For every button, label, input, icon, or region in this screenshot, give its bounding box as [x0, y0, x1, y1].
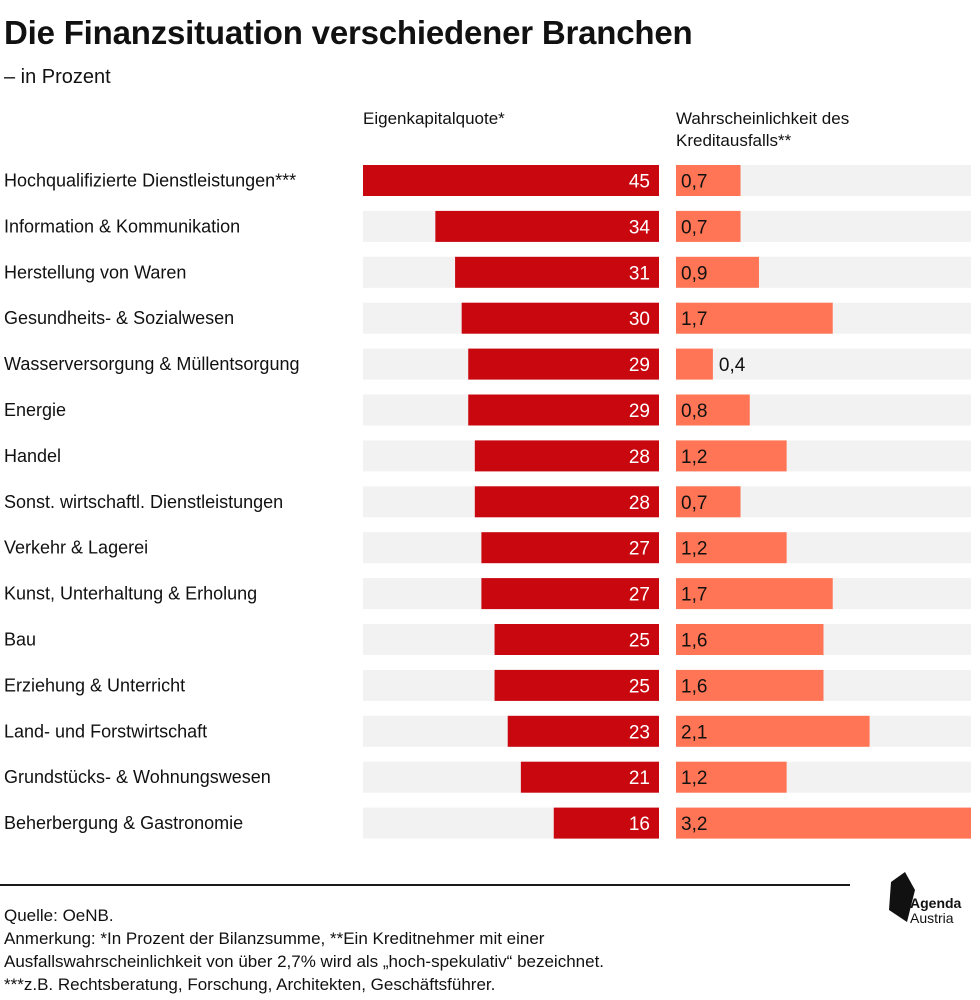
default-value-label: 1,6 — [681, 676, 707, 697]
default-bar — [676, 532, 787, 564]
default-bar — [676, 578, 833, 610]
logo-text-agenda: Agenda — [910, 895, 962, 911]
default-bar — [676, 715, 870, 747]
equity-value-label: 25 — [629, 676, 650, 697]
default-bar — [676, 210, 741, 242]
column-header-default-probability: Wahrscheinlichkeit des Kreditausfalls** — [676, 109, 850, 150]
default-value-label: 0,4 — [719, 355, 746, 376]
equity-bar — [481, 532, 659, 564]
equity-value-label: 29 — [629, 355, 650, 376]
category-label: Gesundheits- & Sozialwesen — [4, 308, 234, 328]
category-label: Grundstücks- & Wohnungswesen — [4, 767, 271, 787]
equity-bar — [481, 578, 659, 610]
annotation-line-1: Anmerkung: *In Prozent der Bilanzsumme, … — [4, 929, 545, 948]
annotation-line-2: Ausfallswahrscheinlichkeit von über 2,7%… — [4, 952, 605, 971]
equity-value-label: 34 — [629, 217, 651, 238]
default-value-label: 0,7 — [681, 172, 707, 193]
default-value-label: 0,7 — [681, 217, 707, 238]
default-value-label: 0,7 — [681, 493, 707, 514]
equity-bar — [494, 669, 659, 701]
default-value-label: 1,2 — [681, 539, 707, 560]
category-label: Energie — [4, 400, 66, 420]
category-label: Land- und Forstwirtschaft — [4, 721, 207, 741]
default-bar — [676, 302, 833, 334]
footer-notes: Quelle: OeNB. Anmerkung: *In Prozent der… — [4, 904, 864, 996]
category-label: Handel — [4, 446, 61, 466]
default-value-label: 0,8 — [681, 401, 707, 422]
equity-value-label: 25 — [629, 631, 650, 652]
default-bar — [676, 348, 713, 380]
equity-value-label: 16 — [629, 814, 650, 835]
category-label: Kunst, Unterhaltung & Erholung — [4, 584, 257, 604]
default-bar — [676, 761, 787, 793]
column-header-equity: Eigenkapitalquote* — [363, 109, 505, 128]
default-value-label: 0,9 — [681, 263, 707, 284]
equity-bar — [553, 807, 659, 839]
equity-bar — [507, 715, 659, 747]
default-bar — [676, 807, 971, 839]
equity-bar — [494, 624, 659, 655]
default-value-label: 1,7 — [681, 309, 707, 330]
footer-divider — [0, 884, 850, 886]
annotation-line-3: ***z.B. Rechtsberatung, Forschung, Archi… — [4, 975, 496, 994]
default-bar — [676, 440, 787, 472]
logo-text-austria: Austria — [910, 910, 954, 926]
default-bar — [676, 394, 750, 426]
equity-value-label: 45 — [629, 172, 650, 193]
equity-bar — [435, 210, 659, 242]
default-value-label: 1,2 — [681, 447, 707, 468]
default-bar — [676, 624, 824, 655]
equity-value-label: 28 — [629, 447, 650, 468]
equity-value-label: 27 — [629, 585, 650, 606]
equity-bar — [455, 256, 659, 288]
category-label: Hochqualifizierte Dienstleistungen*** — [4, 171, 296, 191]
chart-area: Hochqualifizierte Dienstleistungen*** 45 0… — [4, 165, 971, 839]
equity-value-label: 23 — [629, 722, 650, 743]
default-bar — [676, 669, 824, 701]
default-value-label: 2,1 — [681, 722, 707, 743]
category-label: Beherbergung & Gastronomie — [4, 813, 243, 833]
default-value-label: 1,6 — [681, 631, 707, 652]
chart-title: Die Finanzsituation verschiedener Branch… — [4, 14, 693, 51]
chart-subtitle: – in Prozent — [4, 66, 111, 88]
equity-bar — [520, 761, 659, 793]
default-bar — [676, 165, 741, 196]
equity-bar — [468, 394, 659, 426]
category-label: Information & Kommunikation — [4, 216, 240, 236]
equity-value-label: 29 — [629, 401, 650, 422]
equity-value-label: 30 — [629, 309, 650, 330]
category-label: Erziehung & Unterricht — [4, 675, 185, 695]
equity-bar — [468, 348, 659, 380]
equity-value-label: 31 — [629, 263, 650, 284]
default-track — [676, 348, 971, 380]
equity-value-label: 28 — [629, 493, 650, 514]
category-label: Wasserversorgung & Müllentsorgung — [4, 354, 299, 374]
default-value-label: 1,7 — [681, 585, 707, 606]
category-label: Herstellung von Waren — [4, 262, 186, 282]
category-label: Verkehr & Lagerei — [4, 538, 148, 558]
category-label: Sonst. wirtschaftl. Dienstleistungen — [4, 492, 283, 512]
equity-bar — [363, 165, 659, 196]
equity-value-label: 27 — [629, 539, 650, 560]
equity-bar — [474, 440, 659, 472]
default-bar — [676, 486, 741, 518]
equity-bar — [474, 486, 659, 518]
default-value-label: 1,2 — [681, 768, 707, 789]
agenda-austria-logo-icon — [889, 872, 915, 922]
equity-value-label: 21 — [629, 768, 650, 789]
default-bar — [676, 256, 759, 288]
equity-bar — [461, 302, 659, 334]
default-value-label: 3,2 — [681, 814, 707, 835]
category-label: Bau — [4, 630, 36, 650]
source-note: Quelle: OeNB. — [4, 906, 114, 925]
